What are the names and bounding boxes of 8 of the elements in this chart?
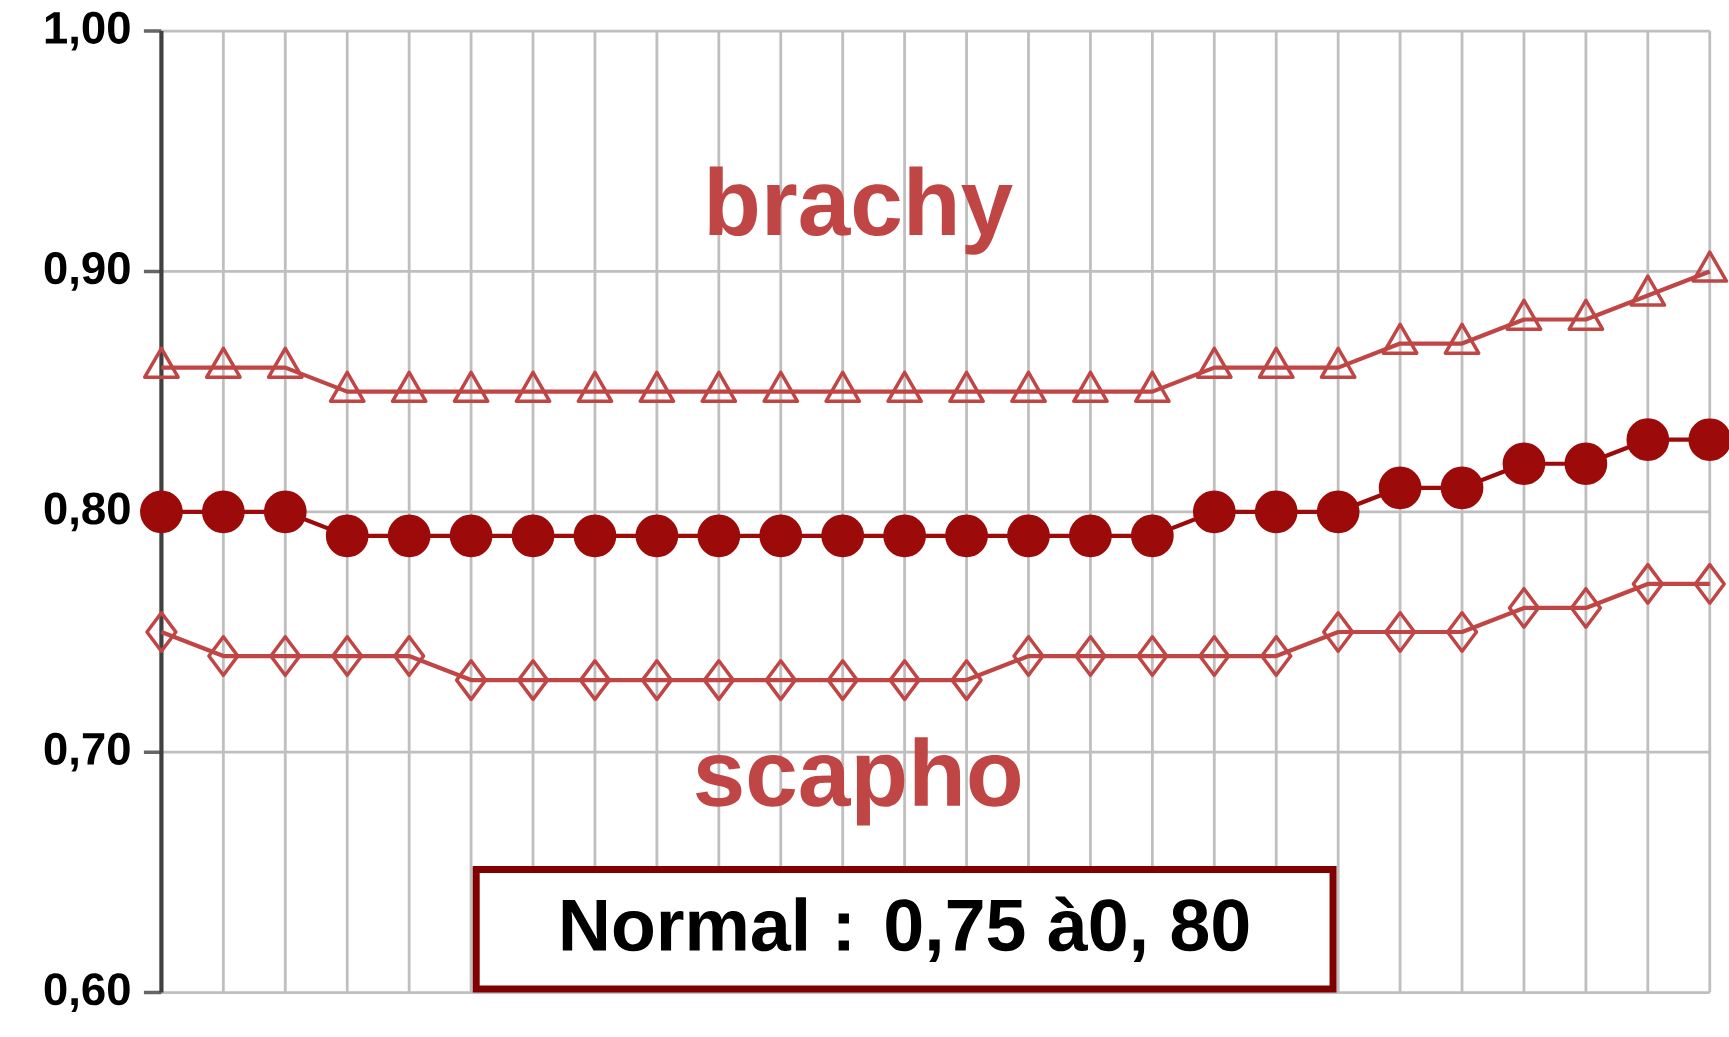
y-tick-label: 0,60 [44,972,130,1012]
y-tick-label: 0,90 [44,251,130,291]
y-tick-label: 1,00 [45,11,130,51]
y-tick-label: 0,70 [44,732,130,772]
series-label: brachy [709,166,1013,255]
series-label: scapho [696,737,1020,826]
y-tick-label: 0,80 [44,492,130,532]
annotation: Normal : 0,75 à0, 80 [562,896,1249,962]
